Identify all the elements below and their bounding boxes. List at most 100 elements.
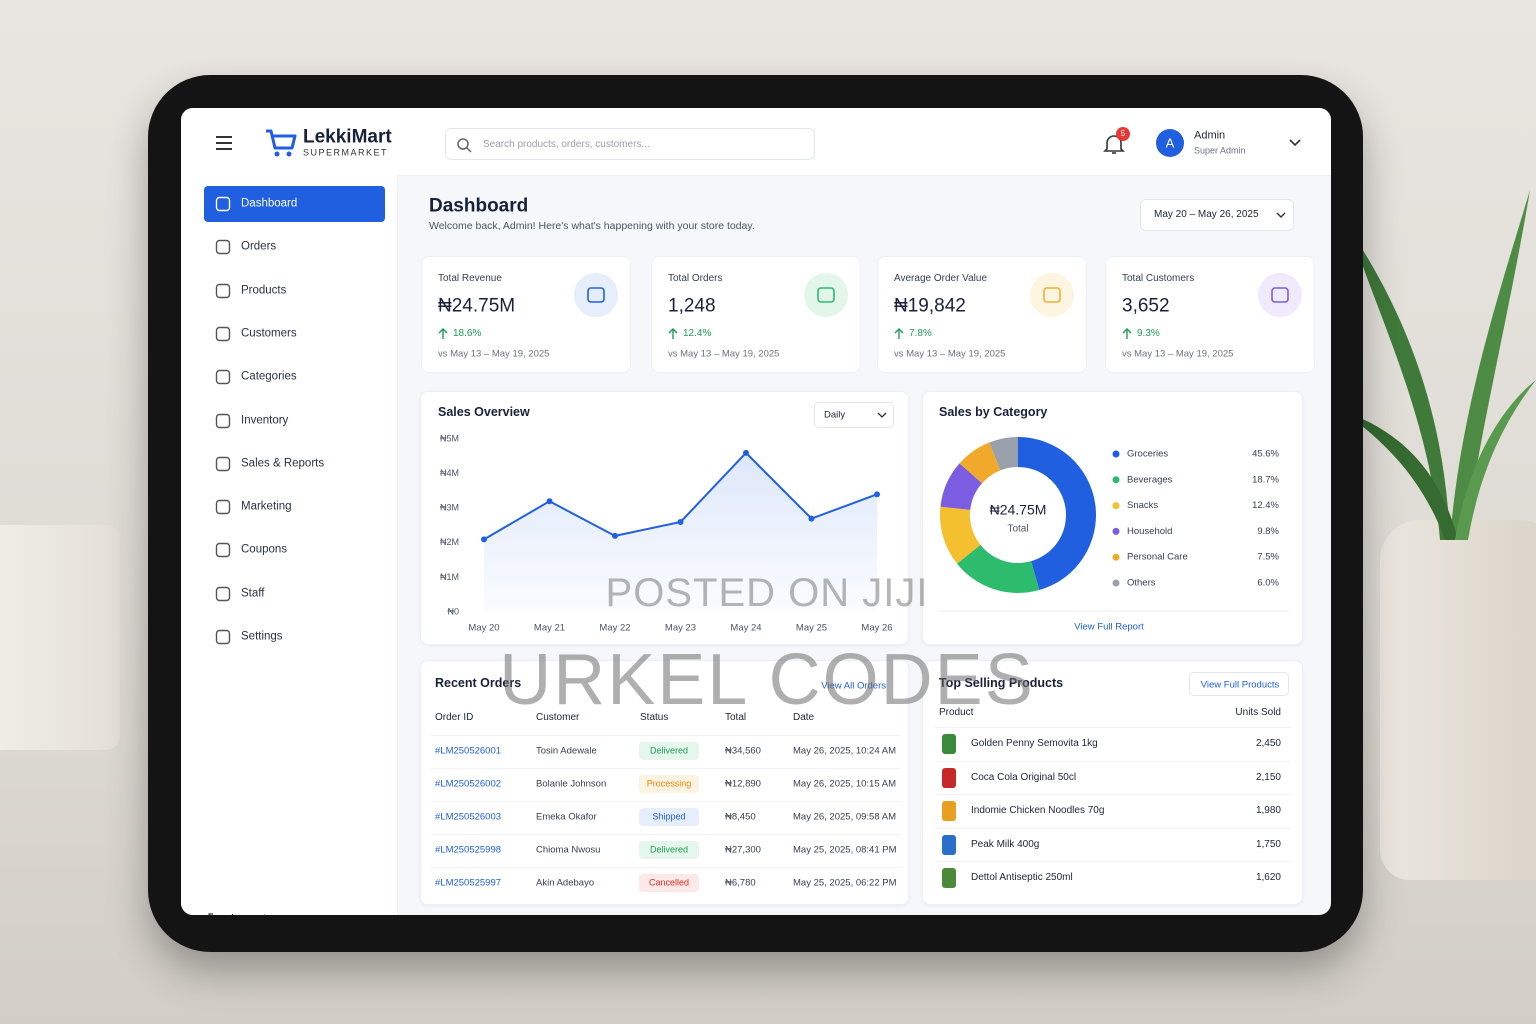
legend-swatch [1112, 579, 1120, 587]
icon-shape [817, 287, 835, 303]
stat-card: Total Orders 1,248 12.4% vs May 13 – May 19… [651, 256, 861, 373]
notification-badge [1116, 127, 1130, 141]
column-header: Status [640, 712, 669, 723]
nav-item[interactable]: Settings [204, 619, 385, 655]
chart-title: Sales Overview [438, 404, 530, 419]
icon-shape [215, 413, 231, 428]
y-tick-label: ₦5M [440, 433, 459, 443]
nav-label: Inventory [241, 413, 289, 426]
avatar[interactable] [1156, 129, 1184, 157]
nav-item[interactable]: Dashboard [204, 186, 385, 222]
period-select[interactable]: Daily [814, 402, 894, 428]
user-menu-toggle[interactable] [1289, 139, 1301, 147]
donut-center-value: ₦24.75M [990, 502, 1047, 518]
order-id[interactable]: #LM250526001 [435, 745, 502, 757]
order-id[interactable]: #LM250525997 [435, 877, 502, 889]
view-products-button[interactable]: View Full Products [1189, 672, 1289, 696]
total: ₦8,450 [725, 811, 756, 823]
legend-swatch [1112, 476, 1120, 484]
donut-center-label: Total [1007, 524, 1028, 535]
icon-shape [1122, 328, 1132, 339]
legend-label: Others [1127, 578, 1156, 589]
icon-shape [894, 328, 904, 339]
product-image [942, 767, 956, 788]
donut-slice [959, 442, 1001, 484]
point [481, 536, 487, 543]
point [546, 498, 553, 505]
date: May 26, 2025, 09:58 AM [793, 811, 896, 823]
order-id[interactable]: #LM250526002 [435, 778, 502, 790]
search-box[interactable]: Search products, orders, customers... [445, 128, 815, 160]
nav-label: Marketing [241, 500, 292, 513]
status-pill [639, 775, 699, 793]
donut-chart: Groceries 45.6% Beverages 18.7% Snacks 12.4% H… [937, 437, 1289, 612]
date: May 26, 2025, 10:24 AM [793, 745, 896, 757]
status: Shipped [652, 811, 686, 822]
row-divider [935, 794, 1291, 795]
nav-label: Sales & Reports [241, 457, 325, 470]
screen: LekkiMart SUPERMARKET Search products, o… [181, 108, 1331, 915]
nav-label: Categories [241, 370, 297, 383]
stat-card: Total Customers 3,652 9.3% vs May 13 – May … [1105, 256, 1315, 373]
icon-shape [215, 283, 231, 298]
donut-slice [989, 437, 1018, 471]
legend-label: Beverages [1127, 474, 1173, 485]
legend-value: 45.6% [1252, 449, 1279, 460]
stat-compare: vs May 13 – May 19, 2025 [668, 348, 780, 360]
brand: LekkiMart [303, 126, 392, 148]
row-divider [935, 760, 1291, 762]
stat-label: Average Order Value [894, 273, 988, 284]
plant-pot [1380, 520, 1536, 880]
nav-item[interactable]: Customers [204, 316, 385, 352]
watermark: POSTED ON JIJI [605, 571, 929, 615]
view-all-link[interactable]: View All Orders [821, 680, 886, 692]
legend-label: Groceries [1127, 449, 1168, 460]
nav-item[interactable]: Inventory [204, 403, 385, 439]
x-tick-label: May 21 [534, 623, 565, 634]
nav-icon [215, 369, 231, 385]
nav-item[interactable]: Categories [204, 359, 385, 395]
line-chart: ₦0 ₦1M ₦2M ₦3M ₦4M ₦5M May 20 May 21 May 22 May 2… [440, 433, 893, 634]
recent-orders-card: Recent Orders View All Orders Order ID Cust… [420, 660, 909, 905]
column-header: Date [793, 712, 815, 723]
date-range-picker[interactable]: May 20 – May 26, 2025 [1140, 199, 1294, 231]
nav-item[interactable]: Sales & Reports [204, 446, 385, 482]
chart-title: Sales by Category [939, 404, 1048, 419]
nav-item[interactable]: Marketing [204, 489, 385, 525]
stat-change: 18.6% [453, 328, 482, 339]
icon-shape [1043, 287, 1061, 303]
legend-label: Personal Care [1127, 552, 1188, 563]
nav-item[interactable]: Products [204, 273, 385, 309]
page-subtitle: Welcome back, Admin! Here's what's happe… [429, 219, 755, 232]
nav-item[interactable]: Orders [204, 229, 385, 265]
icon-shape [587, 287, 605, 303]
legend-value: 9.8% [1257, 526, 1279, 537]
y-tick-label: ₦0 [447, 606, 459, 616]
logout-icon [208, 913, 213, 915]
nav-icon [215, 196, 231, 212]
nav-item[interactable]: Coupons [204, 532, 385, 568]
point [612, 532, 618, 539]
customer: Emeka Okafor [536, 811, 597, 823]
nav-item[interactable]: Staff [204, 576, 385, 612]
icon-shape [215, 196, 231, 212]
top-bar: LekkiMart SUPERMARKET Search products, o… [181, 108, 1331, 176]
logout-label: Logout [231, 914, 266, 915]
y-tick-label: ₦4M [440, 468, 459, 478]
legend-swatch [1112, 553, 1120, 561]
menu-button[interactable] [215, 135, 233, 151]
order-id[interactable]: #LM250525998 [435, 844, 502, 856]
point [874, 491, 880, 498]
stat-icon [1258, 273, 1302, 317]
customer: Chioma Nwosu [536, 844, 601, 856]
stat-compare: vs May 13 – May 19, 2025 [894, 348, 1006, 360]
order-id[interactable]: #LM250526003 [435, 811, 502, 823]
logout-button[interactable]: Logout [204, 905, 324, 915]
nav-label: Products [241, 283, 287, 296]
report-link[interactable]: View Full Report [1074, 621, 1144, 633]
units-sold: 1,620 [1255, 872, 1281, 883]
nav-label: Coupons [241, 543, 288, 556]
product-name: Golden Penny Semovita 1kg [971, 738, 1098, 749]
row-divider [935, 827, 1291, 829]
